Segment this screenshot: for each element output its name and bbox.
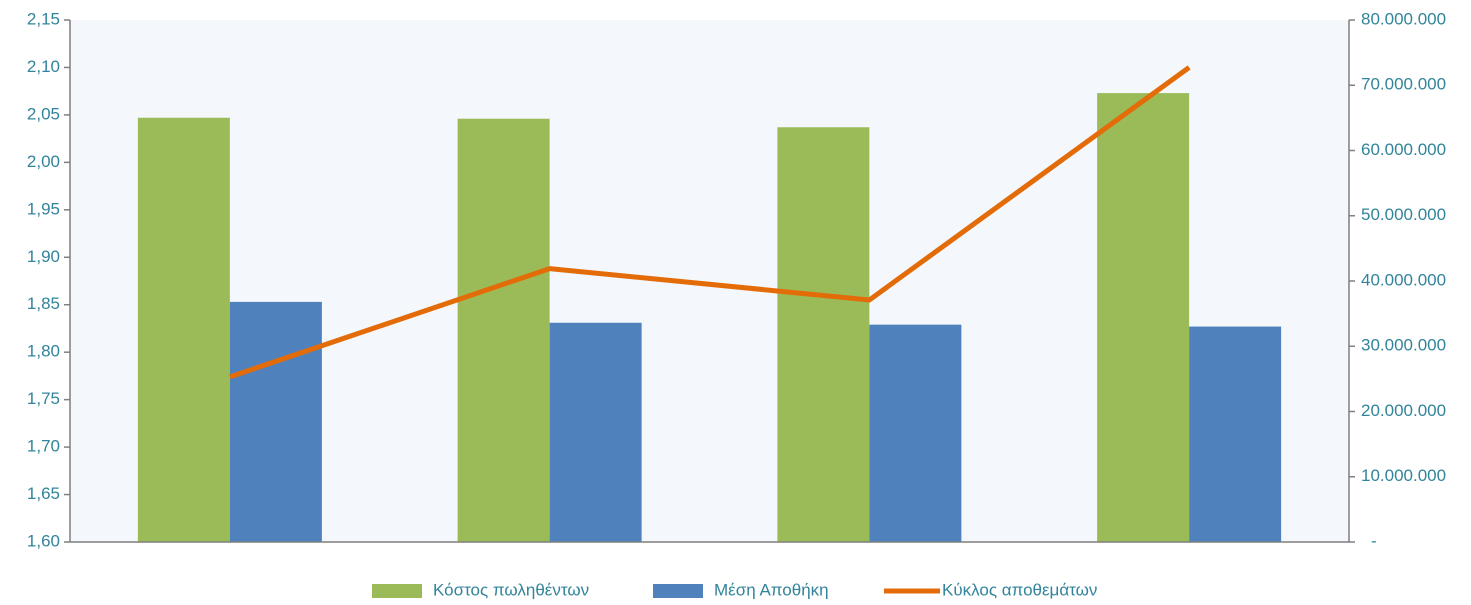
legend-swatch-1 — [372, 584, 422, 598]
legend-label-2: Μέση Αποθήκη — [714, 580, 829, 599]
bar-cost-of-sales-4 — [1097, 93, 1189, 542]
bar-average-inventory-1 — [230, 302, 322, 542]
right-tick-label: 50.000.000 — [1361, 205, 1446, 224]
bar-average-inventory-3 — [869, 325, 961, 542]
right-tick-label: 60.000.000 — [1361, 140, 1446, 159]
bar-average-inventory-2 — [550, 323, 642, 542]
right-tick-label: 70.000.000 — [1361, 75, 1446, 94]
legend-swatch-2 — [653, 584, 703, 598]
right-axis-ticks: - 10.000.000 20.000.000 30.000.000 40.000.00… — [1349, 9, 1446, 550]
left-axis-ticks: 1,60 1,65 1,70 1,75 1,80 1,85 1,90 1,95 2,00 2,05… — [27, 9, 70, 550]
bar-cost-of-sales-3 — [777, 127, 869, 542]
legend: Κόστος πωληθέντων Μέση Αποθήκη Κύκλος αποθ… — [372, 580, 1097, 599]
bar-cost-of-sales-2 — [458, 119, 550, 542]
left-tick-label: 1,70 — [27, 437, 60, 456]
right-tick-label: 10.000.000 — [1361, 466, 1446, 485]
bar-cost-of-sales-1 — [138, 118, 230, 542]
left-tick-label: 1,85 — [27, 294, 60, 313]
left-tick-label: 1,65 — [27, 484, 60, 503]
right-tick-label: 80.000.000 — [1361, 9, 1446, 28]
left-tick-label: 1,95 — [27, 199, 60, 218]
bar-average-inventory-4 — [1189, 327, 1281, 542]
left-tick-label: 2,00 — [27, 152, 60, 171]
legend-label-1: Κόστος πωληθέντων — [433, 580, 589, 599]
right-tick-label: - — [1371, 531, 1377, 550]
right-tick-label: 40.000.000 — [1361, 270, 1446, 289]
right-tick-label: 30.000.000 — [1361, 336, 1446, 355]
legend-label-3: Κύκλος αποθεμάτων — [942, 580, 1097, 599]
left-tick-label: 2,15 — [27, 9, 60, 28]
left-tick-label: 2,05 — [27, 104, 60, 123]
left-tick-label: 2,10 — [27, 57, 60, 76]
left-tick-label: 1,75 — [27, 389, 60, 408]
right-tick-label: 20.000.000 — [1361, 401, 1446, 420]
left-tick-label: 1,60 — [27, 531, 60, 550]
left-tick-label: 1,80 — [27, 342, 60, 361]
left-tick-label: 1,90 — [27, 247, 60, 266]
